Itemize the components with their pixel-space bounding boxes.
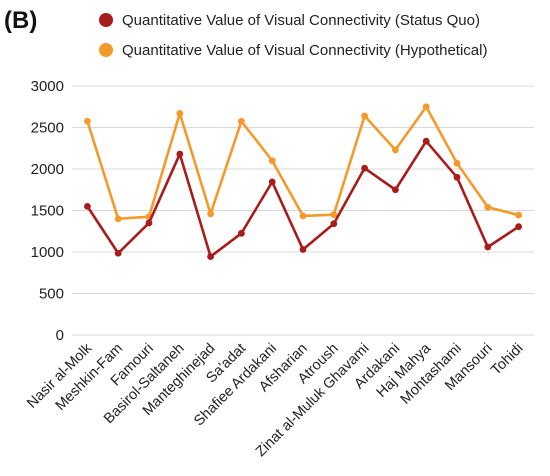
data-point-status-quo	[361, 164, 368, 172]
data-point-status-quo	[238, 229, 245, 237]
x-axis-ticks: Nasir al-MolkMeshkin-FamFamouriBasirol-S…	[24, 340, 526, 460]
legend: Quantitative Value of Visual Connectivit…	[99, 12, 487, 59]
data-point-status-quo	[453, 173, 461, 181]
data-point-status-quo	[84, 202, 91, 210]
data-point-status-quo	[268, 178, 276, 186]
y-tick-label: 2500	[31, 120, 64, 137]
data-point-status-quo	[145, 219, 153, 227]
legend-marker	[99, 43, 113, 57]
y-tick-label: 1500	[31, 203, 64, 220]
panel-label: (B)	[4, 7, 37, 34]
data-point-hypothetical	[484, 203, 492, 211]
y-tick-label: 0	[56, 327, 64, 344]
series-hypothetical	[84, 103, 522, 223]
series-group	[84, 103, 522, 260]
data-point-status-quo	[422, 137, 430, 145]
data-point-hypothetical	[515, 211, 522, 219]
y-axis-ticks: 0 500 1000 1500 2000 2500 3000	[31, 78, 64, 344]
data-point-hypothetical	[453, 159, 461, 167]
data-point-hypothetical	[238, 117, 245, 125]
y-tick-label: 1000	[31, 244, 64, 261]
data-point-hypothetical	[422, 103, 430, 111]
data-point-hypothetical	[207, 210, 215, 218]
data-point-status-quo	[299, 246, 307, 253]
data-point-hypothetical	[299, 212, 307, 220]
data-point-hypothetical	[268, 157, 276, 165]
data-point-status-quo	[114, 249, 122, 257]
data-point-hypothetical	[114, 215, 122, 223]
data-point-status-quo	[392, 186, 399, 194]
legend-label: Quantitative Value of Visual Connectivit…	[122, 42, 487, 59]
legend-marker	[99, 13, 113, 27]
grid	[72, 85, 534, 336]
y-tick-label: 500	[39, 286, 64, 303]
legend-label: Quantitative Value of Visual Connectivit…	[122, 12, 480, 29]
data-point-hypothetical	[392, 146, 399, 154]
data-point-hypothetical	[361, 112, 368, 120]
data-point-status-quo	[330, 220, 338, 228]
data-point-status-quo	[484, 243, 492, 251]
data-point-status-quo	[515, 223, 522, 231]
y-tick-label: 3000	[31, 78, 64, 95]
data-point-hypothetical	[84, 117, 91, 125]
data-point-status-quo	[207, 253, 215, 260]
data-point-hypothetical	[176, 109, 184, 117]
series-status-quo	[84, 137, 522, 260]
data-point-status-quo	[176, 150, 184, 158]
y-tick-label: 2000	[31, 161, 64, 178]
data-point-hypothetical	[330, 211, 338, 219]
x-tick-label: Tohidi	[488, 341, 526, 379]
